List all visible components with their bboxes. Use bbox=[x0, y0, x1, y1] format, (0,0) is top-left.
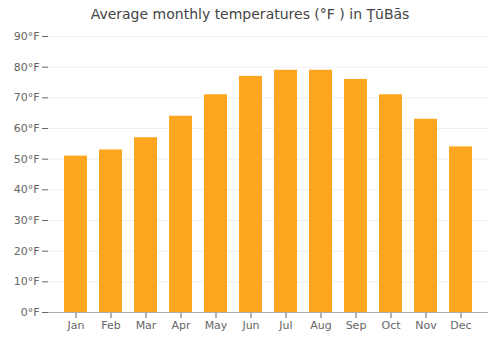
svg-text:Jun: Jun bbox=[241, 319, 259, 332]
svg-text:Jul: Jul bbox=[278, 319, 292, 332]
svg-text:30°F: 30°F bbox=[14, 214, 40, 227]
svg-text:80°F: 80°F bbox=[14, 61, 40, 74]
svg-text:60°F: 60°F bbox=[14, 122, 40, 135]
svg-text:Aug: Aug bbox=[310, 319, 331, 332]
svg-text:Dec: Dec bbox=[450, 319, 471, 332]
svg-text:Oct: Oct bbox=[381, 319, 401, 332]
svg-text:Apr: Apr bbox=[171, 319, 191, 332]
svg-text:10°F: 10°F bbox=[14, 275, 40, 288]
svg-text:Sep: Sep bbox=[346, 319, 367, 332]
svg-text:70°F: 70°F bbox=[14, 91, 40, 104]
svg-text:Feb: Feb bbox=[101, 319, 120, 332]
svg-text:May: May bbox=[205, 319, 228, 332]
svg-text:50°F: 50°F bbox=[14, 153, 40, 166]
svg-text:90°F: 90°F bbox=[14, 30, 40, 43]
svg-text:Nov: Nov bbox=[415, 319, 437, 332]
html-text:Average monthly temperatures (: Average monthly temperatures (°F ) in Ţū… bbox=[90, 6, 410, 22]
svg-text:20°F: 20°F bbox=[14, 245, 40, 258]
svg-text:40°F: 40°F bbox=[14, 183, 40, 196]
svg-text:Jan: Jan bbox=[67, 319, 85, 332]
svg-text:Mar: Mar bbox=[136, 319, 157, 332]
svg-text:0°F: 0°F bbox=[21, 306, 40, 319]
